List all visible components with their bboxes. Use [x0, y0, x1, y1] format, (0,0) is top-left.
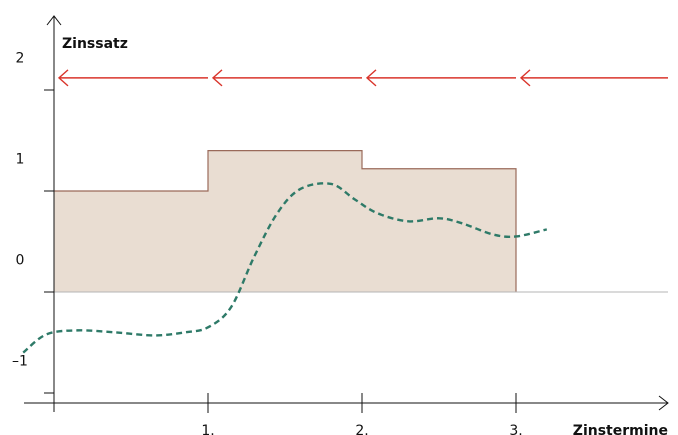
y-axis-arrowhead — [46, 15, 62, 26]
y-tick-label: –1 — [12, 354, 28, 370]
step-area-layer — [54, 150, 517, 292]
tick-layer: –1 0 1 2 1. 2. 3. — [12, 51, 523, 435]
y-tick-label: 0 — [16, 253, 25, 269]
rate-arrow-head — [57, 69, 69, 87]
axes — [24, 15, 669, 412]
x-axis-arrowhead — [658, 395, 669, 411]
step-area-edge — [54, 150, 517, 292]
dashed-curve — [22, 182, 548, 354]
rate-arrow-head — [211, 69, 223, 87]
rate-arrow-head — [519, 69, 531, 87]
x-tick-label: 3. — [509, 423, 522, 435]
dashed-curve-layer — [22, 182, 548, 354]
y-tick-label: 2 — [16, 51, 25, 67]
x-tick-label: 2. — [355, 423, 368, 435]
y-tick-label: 1 — [16, 152, 25, 168]
x-axis-title: Zinstermine — [573, 423, 668, 435]
y-axis-title: Zinssatz — [62, 36, 128, 52]
rate-arrow-head — [365, 69, 377, 87]
x-tick-label: 1. — [201, 423, 214, 435]
arrow-layer — [57, 69, 668, 87]
step-area-fill — [54, 150, 516, 292]
